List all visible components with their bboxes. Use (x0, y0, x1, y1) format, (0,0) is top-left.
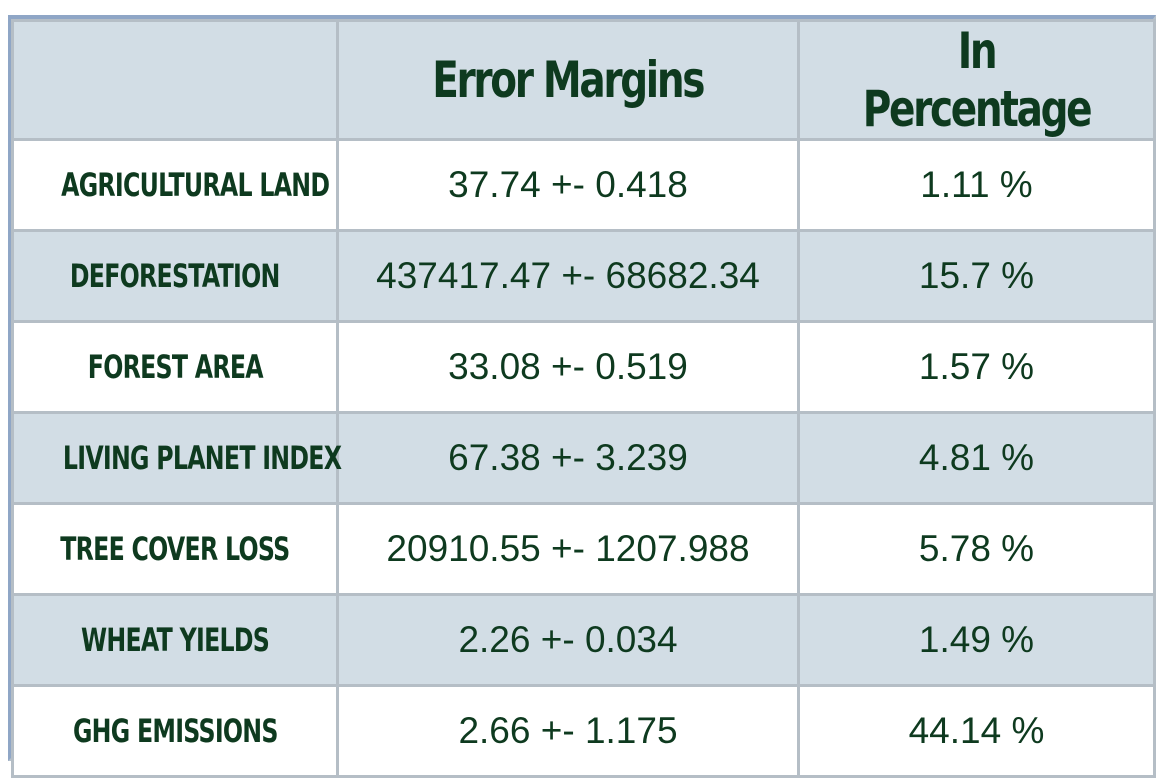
error-margin-value: 2.26 +- 0.034 (336, 593, 800, 687)
header-empty-cell (11, 19, 339, 141)
table-body: AGRICULTURAL LAND 37.74 +- 0.418 1.11 % … (11, 138, 1156, 778)
error-margin-value: 37.74 +- 0.418 (336, 138, 800, 232)
row-label: DEFORESTATION (11, 229, 339, 323)
percentage-value: 5.78 % (797, 502, 1156, 596)
row-label: WHEAT YIELDS (11, 593, 339, 687)
row-label: FOREST AREA (11, 320, 339, 414)
table-row: DEFORESTATION 437417.47 +- 68682.34 15.7… (11, 229, 1156, 323)
table-row: WHEAT YIELDS 2.26 +- 0.034 1.49 % (11, 593, 1156, 687)
percentage-value: 44.14 % (797, 684, 1156, 778)
percentage-value: 4.81 % (797, 411, 1156, 505)
row-label: LIVING PLANET INDEX (11, 411, 342, 505)
percentage-value: 1.57 % (797, 320, 1156, 414)
table-row: AGRICULTURAL LAND 37.74 +- 0.418 1.11 % (11, 138, 1156, 232)
error-margin-value: 2.66 +- 1.175 (336, 684, 800, 778)
percentage-value: 1.49 % (797, 593, 1156, 687)
error-margin-value: 33.08 +- 0.519 (336, 320, 800, 414)
error-margin-value: 437417.47 +- 68682.34 (336, 229, 800, 323)
row-label: TREE COVER LOSS (11, 502, 339, 596)
error-margin-value: 20910.55 +- 1207.988 (336, 502, 800, 596)
header-in-percentage: In Percentage (797, 19, 1156, 141)
error-margins-table: Error Margins In Percentage AGRICULTURAL… (11, 19, 1156, 778)
table-row: TREE COVER LOSS 20910.55 +- 1207.988 5.7… (11, 502, 1156, 596)
row-label: AGRICULTURAL LAND (11, 138, 339, 232)
table-row: FOREST AREA 33.08 +- 0.519 1.57 % (11, 320, 1156, 414)
error-margin-value: 67.38 +- 3.239 (336, 411, 800, 505)
row-label: GHG EMISSIONS (11, 684, 339, 778)
error-margins-table-container: Error Margins In Percentage AGRICULTURAL… (8, 15, 1156, 778)
table-row: GHG EMISSIONS 2.66 +- 1.175 44.14 % (11, 684, 1156, 778)
table-row: LIVING PLANET INDEX 67.38 +- 3.239 4.81 … (11, 411, 1156, 505)
percentage-value: 15.7 % (797, 229, 1156, 323)
percentage-value: 1.11 % (797, 138, 1156, 232)
header-error-margins: Error Margins (336, 19, 800, 141)
table-header-row: Error Margins In Percentage (11, 19, 1156, 141)
